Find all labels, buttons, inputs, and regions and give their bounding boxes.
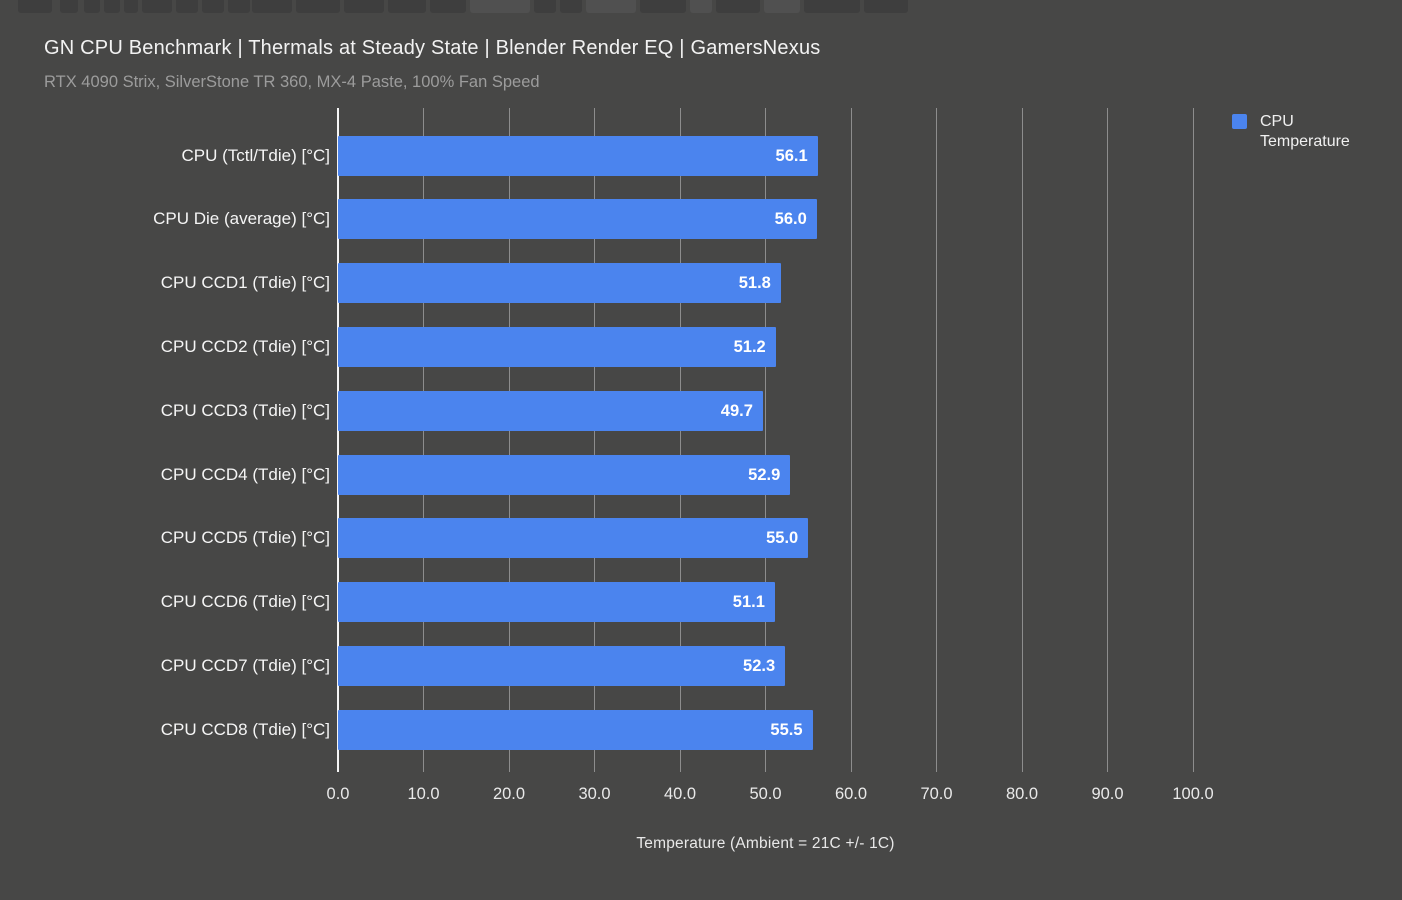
- bar-value-label: 56.1: [775, 146, 808, 165]
- legend-swatch-icon: [1232, 114, 1247, 129]
- toolbar-remnant: [764, 0, 800, 13]
- gridline: [1192, 108, 1194, 772]
- x-tick-label: 50.0: [749, 785, 782, 803]
- toolbar-remnant: [124, 0, 138, 13]
- bar-value-label: 51.1: [732, 593, 765, 612]
- x-axis-title: Temperature (Ambient = 21C +/- 1C): [636, 835, 895, 852]
- chart-subtitle: RTX 4090 Strix, SilverStone TR 360, MX-4…: [44, 73, 540, 91]
- category-label: CPU CCD6 (Tdie) [°C]: [160, 592, 330, 612]
- toolbar-remnant: [176, 0, 198, 13]
- toolbar-remnant: [296, 0, 340, 13]
- bar-value-label: 52.3: [743, 656, 776, 675]
- chart-title: GN CPU Benchmark | Thermals at Steady St…: [44, 37, 821, 59]
- bar-value-label: 51.8: [738, 274, 771, 293]
- toolbar-remnant: [252, 0, 292, 13]
- toolbar-remnant: [104, 0, 120, 13]
- category-label: CPU CCD4 (Tdie) [°C]: [160, 464, 330, 484]
- gridline: [679, 108, 681, 772]
- gridline: [594, 108, 595, 772]
- gridline: [508, 108, 510, 772]
- category-label: CPU CCD8 (Tdie) [°C]: [160, 719, 330, 739]
- toolbar-remnant: [202, 0, 224, 13]
- toolbar-remnant: [84, 0, 100, 13]
- gridline: [423, 108, 424, 772]
- x-tick-label: 30.0: [578, 785, 611, 803]
- gridline: [1021, 108, 1023, 772]
- bar: 52.3: [338, 645, 786, 686]
- bar-value-label: 51.2: [733, 337, 766, 356]
- gridline: [850, 108, 852, 772]
- bar-value-label: 56.0: [774, 210, 807, 229]
- bar-value-label: 49.7: [720, 401, 753, 420]
- x-tick-label: 100.0: [1172, 785, 1214, 803]
- category-label: CPU CCD1 (Tdie) [°C]: [160, 273, 330, 293]
- gridline: [936, 108, 937, 772]
- category-label: CPU (Tctl/Tdie) [°C]: [181, 145, 330, 165]
- x-tick-label: 0.0: [326, 785, 350, 803]
- toolbar-remnant: [804, 0, 860, 13]
- gridline: [1107, 108, 1108, 772]
- x-tick-label: 70.0: [920, 785, 953, 803]
- toolbar-remnant: [560, 0, 582, 13]
- bar: 56.0: [338, 199, 817, 240]
- bar-value-label: 52.9: [748, 465, 781, 484]
- bar-value-label: 55.5: [770, 720, 803, 739]
- toolbar-remnant: [690, 0, 712, 13]
- x-axis-zero-line: [337, 108, 339, 772]
- bar: 51.8: [338, 263, 781, 304]
- toolbar-remnant: [142, 0, 172, 13]
- category-label: CPU CCD2 (Tdie) [°C]: [160, 336, 330, 356]
- legend-label: CPU Temperature: [1260, 113, 1350, 150]
- toolbar-remnant: [388, 0, 426, 13]
- toolbar-remnant: [586, 0, 636, 13]
- toolbar-remnant: [716, 0, 760, 13]
- category-label: CPU Die (average) [°C]: [153, 209, 330, 229]
- toolbar-remnant: [228, 0, 250, 13]
- toolbar-remnant: [640, 0, 686, 13]
- toolbar-remnant: [60, 0, 78, 13]
- bar: 51.1: [338, 582, 775, 623]
- bar: 52.9: [338, 454, 791, 495]
- gridline: [765, 108, 766, 772]
- toolbar-remnant: [18, 0, 52, 13]
- x-tick-label: 20.0: [492, 785, 526, 803]
- toolbar-remnant: [864, 0, 908, 13]
- toolbar-remnant-strip: [0, 0, 1402, 14]
- plot-area: 56.1 56.0 51.8 51.2 49.7 52.9 55.0 51.1 52.3 55.5: [337, 108, 1194, 772]
- x-tick-label: 80.0: [1005, 785, 1039, 803]
- category-label: CPU CCD5 (Tdie) [°C]: [160, 528, 330, 548]
- x-tick-label: 10.0: [407, 785, 440, 803]
- bar: 56.1: [338, 135, 818, 176]
- toolbar-remnant: [430, 0, 466, 13]
- x-tick-label: 60.0: [834, 785, 868, 803]
- x-axis-ticks: 0.0 10.0 20.0 30.0 40.0 50.0 60.0 70.0 80.0 90.0 1…: [327, 785, 1214, 807]
- category-label: CPU CCD3 (Tdie) [°C]: [160, 400, 330, 420]
- bar: 55.0: [338, 518, 809, 559]
- toolbar-remnant: [344, 0, 384, 13]
- toolbar-remnant: [534, 0, 556, 13]
- bar: 51.2: [338, 326, 776, 367]
- x-tick-label: 40.0: [663, 785, 697, 803]
- toolbar-remnant: [470, 0, 530, 13]
- bar: 55.5: [338, 709, 813, 750]
- bar-value-label: 55.0: [766, 529, 799, 548]
- category-label: CPU CCD7 (Tdie) [°C]: [160, 655, 330, 675]
- y-axis-labels: CPU (Tctl/Tdie) [°C] CPU Die (average) [°…: [0, 108, 330, 772]
- bar: 49.7: [338, 390, 763, 431]
- x-tick-label: 90.0: [1091, 785, 1124, 803]
